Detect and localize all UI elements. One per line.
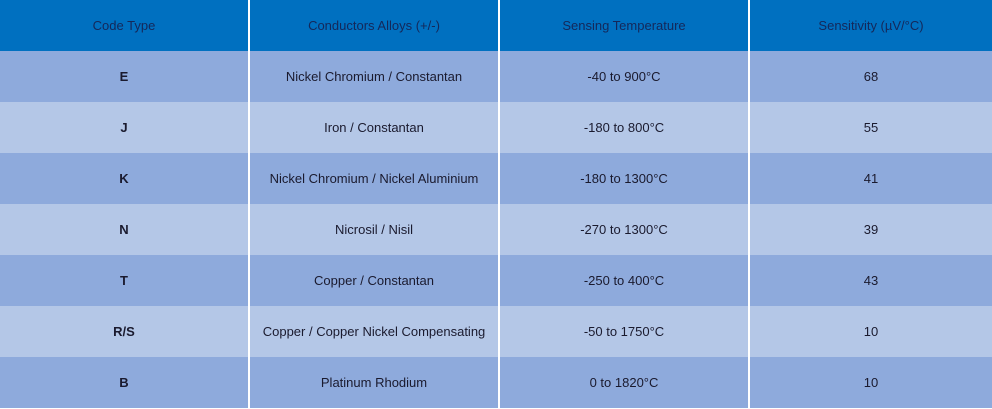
cell-sensing-temperature: -50 to 1750°C (498, 306, 748, 357)
cell-code-type: T (0, 255, 248, 306)
cell-sensing-temperature: -40 to 900°C (498, 51, 748, 102)
cell-sensing-temperature: -250 to 400°C (498, 255, 748, 306)
cell-conductors-alloys: Iron / Constantan (248, 102, 498, 153)
cell-sensitivity: 41 (748, 153, 992, 204)
cell-code-type: R/S (0, 306, 248, 357)
cell-code-type: B (0, 357, 248, 408)
cell-code-type: E (0, 51, 248, 102)
cell-sensitivity: 10 (748, 306, 992, 357)
cell-conductors-alloys: Copper / Constantan (248, 255, 498, 306)
cell-sensitivity: 10 (748, 357, 992, 408)
cell-conductors-alloys: Platinum Rhodium (248, 357, 498, 408)
cell-code-type: J (0, 102, 248, 153)
cell-sensing-temperature: -180 to 800°C (498, 102, 748, 153)
cell-conductors-alloys: Nickel Chromium / Constantan (248, 51, 498, 102)
cell-sensitivity: 39 (748, 204, 992, 255)
cell-sensing-temperature: -270 to 1300°C (498, 204, 748, 255)
cell-sensitivity: 43 (748, 255, 992, 306)
header-conductors-alloys: Conductors Alloys (+/-) (248, 0, 498, 51)
cell-code-type: N (0, 204, 248, 255)
header-code-type: Code Type (0, 0, 248, 51)
cell-sensitivity: 55 (748, 102, 992, 153)
cell-conductors-alloys: Copper / Copper Nickel Compensating (248, 306, 498, 357)
cell-sensing-temperature: 0 to 1820°C (498, 357, 748, 408)
cell-sensitivity: 68 (748, 51, 992, 102)
cell-conductors-alloys: Nicrosil / Nisil (248, 204, 498, 255)
header-sensing-temperature: Sensing Temperature (498, 0, 748, 51)
cell-conductors-alloys: Nickel Chromium / Nickel Aluminium (248, 153, 498, 204)
cell-sensing-temperature: -180 to 1300°C (498, 153, 748, 204)
cell-code-type: K (0, 153, 248, 204)
header-sensitivity: Sensitivity (µV/°C) (748, 0, 992, 51)
